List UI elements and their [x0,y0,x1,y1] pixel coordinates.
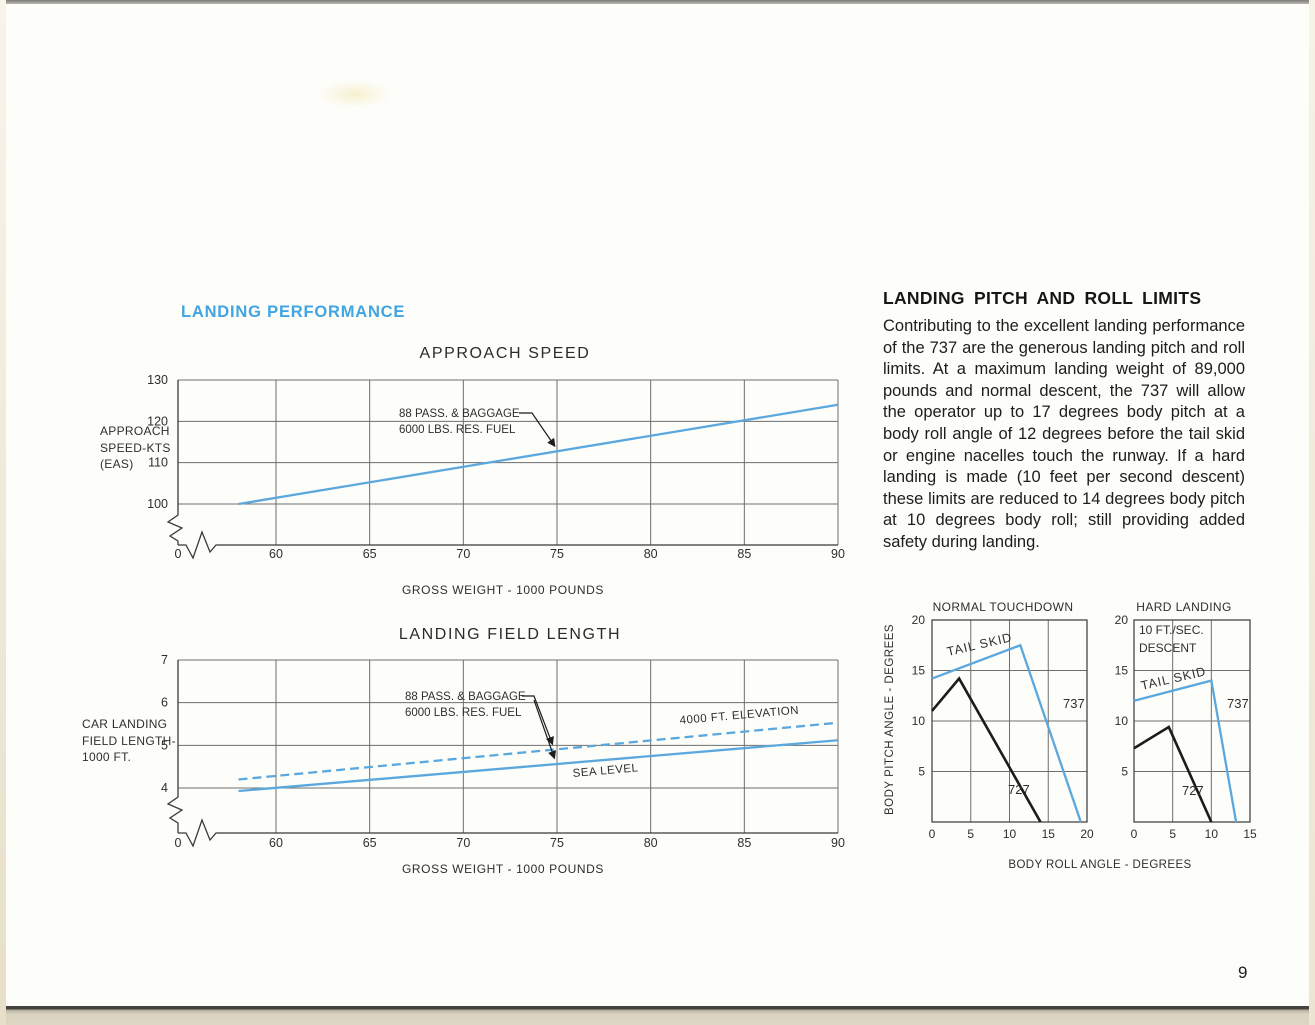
x-tick-label: 80 [644,547,658,561]
scan-edge-top [0,0,1315,4]
y-tick-label: 10 [912,714,926,728]
x-tick-label: 75 [550,836,564,850]
y-tick-label: 120 [147,414,168,428]
y-axis-with-break [166,380,184,545]
hard-landing-chart: 5 10 15 20 0 5 10 15 TAIL SKID 737 727 10 FT./SEC. D… [1115,613,1257,841]
x-tick-label: 5 [967,827,974,841]
approach-speed-chart: 100 110 120 130 0 60 65 70 75 80 85 90 88 PASS. & BA… [147,373,845,561]
x-axis-with-break [178,530,838,560]
annotation-arrow [533,699,557,760]
x-tick-label: 15 [1243,827,1257,841]
annotation-text: 6000 LBS. RES. FUEL [399,424,516,436]
annotation-arrow [519,412,556,448]
x-tick-label: 70 [456,547,470,561]
x-tick-label: 60 [269,547,283,561]
data-line-727 [1133,725,1213,823]
descent-note: 10 FT./SEC. [1139,623,1204,637]
series-label: 4000 FT. ELEVATION [679,705,799,727]
x-tick-label: 20 [1080,827,1094,841]
x-tick-label: 10 [1205,827,1219,841]
approach-speed-chart-title: APPROACH SPEED [419,345,591,362]
series-label-737: 737 [1063,696,1085,711]
data-line-737 [931,643,1082,823]
x-tick-label: 5 [1169,827,1176,841]
y-tick-label: 130 [147,373,168,387]
section-title: LANDING PERFORMANCE [181,303,406,321]
x-tick-label: 0 [929,827,936,841]
normal-touchdown-chart-title: NORMAL TOUCHDOWN [932,600,1074,614]
tail-skid-label: TAIL SKID [946,630,1014,659]
series-label-727: 727 [1008,782,1030,797]
landing-field-length-x-axis-label: GROSS WEIGHT - 1000 POUNDS [401,862,605,876]
data-line-sea_level [238,739,839,793]
x-tick-label: 70 [456,836,470,850]
x-tick-label: 75 [550,547,564,561]
y-tick-label: 4 [161,781,168,795]
x-tick-label: 15 [1042,827,1056,841]
y-tick-label: 15 [1115,664,1129,678]
series-label-737: 737 [1227,696,1249,711]
annotation-text: 6000 LBS. RES. FUEL [405,707,522,719]
scan-edge-right [1309,0,1315,1025]
x-tick-label: 65 [363,836,377,850]
body-pitch-angle-axis-label: BODY PITCH ANGLE - DEGREES [884,623,896,815]
scan-edge-bottom [0,1006,1315,1025]
normal-touchdown-chart: 5 10 15 20 0 5 10 15 20 TAIL SKID 737 727 [912,613,1094,841]
x-tick-label: 60 [269,836,283,850]
page-number: 9 [1238,963,1248,982]
hard-landing-chart-title: HARD LANDING [1136,600,1232,614]
landing-field-length-y-axis-label: CAR LANDING FIELD LENGTH- 1000 FT. [82,717,176,764]
approach-speed-x-axis-label: GROSS WEIGHT - 1000 POUNDS [401,583,605,597]
scan-edge-left [0,0,6,1025]
annotation-text: 88 PASS. & BAGGAGE [405,691,526,703]
y-tick-label: 5 [1121,765,1128,779]
x-tick-label: 65 [363,547,377,561]
annotation-text: 88 PASS. & BAGGAGE [399,408,520,420]
article-title: LANDING PITCH AND ROLL LIMITS [883,288,1202,308]
y-tick-label: 110 [148,456,168,470]
scan-stain [318,80,392,108]
body-roll-angle-axis-label: BODY ROLL ANGLE - DEGREES [1008,859,1192,871]
approach-speed-y-axis-label: APPROACH SPEED-KTS (EAS) [100,424,171,471]
y-tick-label: 7 [161,653,168,667]
plot-border [1133,619,1251,823]
series-label: SEA LEVEL [572,762,639,780]
data-line-4000_ft_elevation [238,721,839,781]
y-tick-label: 100 [147,497,168,511]
article-body: Contributing to the excellent landing pe… [883,317,1245,551]
y-axis-with-break [166,660,184,833]
x-tick-label: 90 [831,836,845,850]
x-tick-label: 0 [1131,827,1138,841]
y-tick-label: 5 [161,738,168,752]
y-tick-label: 20 [912,613,926,627]
tail-skid-label: TAIL SKID [1140,664,1208,693]
y-tick-label: 20 [1115,613,1129,627]
article-landing-pitch-roll: LANDING PITCH AND ROLL LIMITS Contributi… [883,288,1245,554]
descent-note: DESCENT [1139,641,1197,655]
y-tick-label: 5 [918,765,925,779]
series-label-727: 727 [1182,783,1204,798]
data-line-737 [1133,679,1238,823]
x-tick-label: 85 [737,547,751,561]
x-tick-label: 10 [1003,827,1017,841]
y-tick-label: 6 [161,696,168,710]
data-line-727 [931,676,1042,823]
x-axis-with-break [178,818,838,848]
x-tick-label: 0 [175,547,182,561]
x-tick-label: 85 [737,836,751,850]
y-tick-label: 10 [1115,714,1129,728]
x-tick-label: 90 [831,547,845,561]
x-tick-label: 80 [644,836,658,850]
data-line-approach_speed_line [238,403,839,506]
annotation-arrow [522,695,554,746]
y-tick-label: 15 [912,664,926,678]
landing-field-length-chart-title: LANDING FIELD LENGTH [398,626,622,643]
x-tick-label: 0 [175,836,182,850]
plot-border [931,619,1088,823]
